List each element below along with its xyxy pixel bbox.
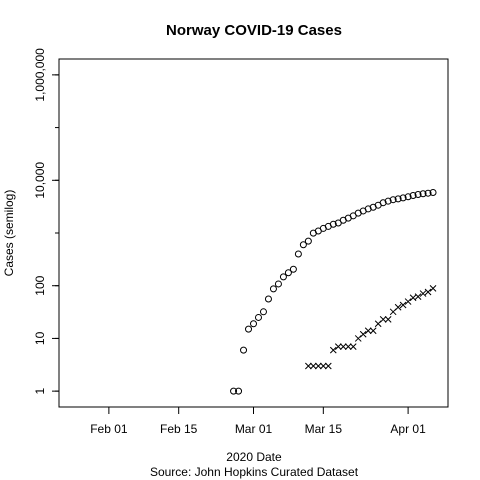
data-point-cross [399, 301, 407, 309]
data-point-circle [240, 346, 248, 354]
data-point-cross [364, 327, 372, 335]
series-cross [305, 285, 437, 370]
chart-title: Norway COVID-19 Cases [166, 22, 342, 39]
data-point-cross [404, 298, 412, 305]
data-point-cross [319, 362, 327, 370]
x-axis-label: 2020 Date [226, 450, 282, 464]
data-point-cross [379, 316, 387, 323]
data-point-cross [329, 346, 337, 354]
data-point-circle [304, 237, 312, 245]
data-point-circle [394, 195, 402, 203]
data-point-cross [305, 362, 312, 370]
data-point-circle [419, 190, 427, 198]
y-axis-label: Cases (semilog) [2, 190, 16, 277]
data-point-cross [344, 343, 352, 350]
data-point-cross [309, 362, 317, 370]
y-tick-label: 10,000 [33, 162, 47, 199]
series-layer [230, 189, 437, 395]
y-tick-label: 10 [33, 331, 47, 345]
data-point-circle [404, 193, 412, 201]
source-label: Source: John Hopkins Curated Dataset [150, 465, 359, 479]
data-point-circle [379, 199, 387, 207]
data-point-circle [329, 220, 337, 228]
data-point-cross [419, 290, 427, 297]
x-tick-label: Feb 01 [90, 422, 128, 436]
data-point-cross [409, 294, 417, 302]
data-point-circle [389, 196, 397, 204]
x-tick-label: Mar 01 [235, 422, 273, 436]
data-point-cross [339, 343, 347, 350]
data-point-circle [364, 205, 372, 213]
data-point-circle [289, 265, 297, 273]
data-point-circle [245, 325, 253, 333]
data-point-circle [384, 197, 392, 205]
data-point-circle [279, 273, 287, 281]
y-axis: 1 10 100 10,000 1,000,000 [33, 48, 59, 394]
data-point-cross [354, 335, 362, 342]
data-point-circle [409, 191, 417, 199]
x-tick-label: Apr 01 [390, 422, 426, 436]
data-point-circle [230, 387, 238, 395]
data-point-cross [369, 327, 377, 335]
y-tick-label: 1 [33, 387, 47, 394]
data-point-circle [399, 194, 407, 202]
data-point-circle [429, 189, 437, 197]
data-point-circle [259, 308, 267, 316]
data-point-cross [424, 288, 432, 296]
data-point-cross [414, 293, 422, 301]
data-point-circle [250, 320, 257, 328]
data-point-cross [314, 362, 322, 370]
data-point-circle [274, 280, 282, 288]
data-point-cross [324, 362, 332, 370]
data-point-circle [284, 269, 292, 277]
data-point-circle [414, 191, 422, 199]
series-circle [230, 189, 437, 395]
data-point-circle [424, 189, 432, 197]
data-point-cross [349, 343, 357, 350]
data-point-circle [299, 241, 307, 249]
data-point-cross [429, 285, 437, 292]
data-point-circle [264, 295, 272, 303]
data-point-circle [254, 313, 262, 321]
data-point-cross [359, 330, 367, 338]
data-point-cross [394, 303, 402, 311]
data-point-cross [334, 343, 342, 350]
data-point-circle [235, 387, 243, 395]
x-tick-label: Feb 15 [160, 422, 198, 436]
y-tick-label: 100 [33, 275, 47, 295]
data-point-circle [269, 285, 277, 293]
data-point-cross [384, 316, 392, 323]
x-tick-label: Mar 15 [305, 422, 343, 436]
data-point-circle [294, 250, 302, 258]
x-axis: Feb 01 Feb 15 Mar 01 Mar 15 Apr 01 [90, 407, 426, 436]
y-tick-label: 1,000,000 [33, 48, 47, 102]
